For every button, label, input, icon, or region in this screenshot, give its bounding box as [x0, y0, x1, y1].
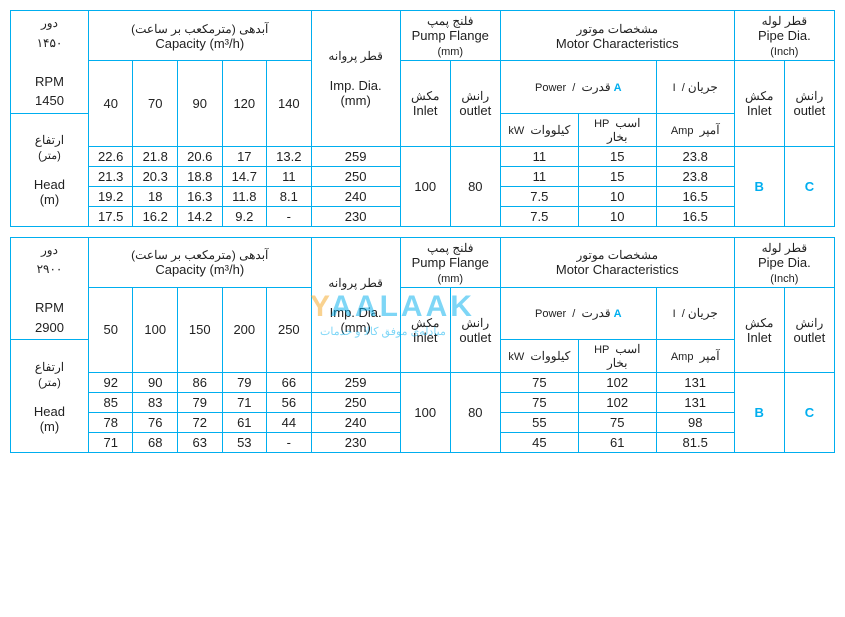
head-header: ارتفاع (متر) Head (m)	[11, 113, 89, 226]
pipe-inlet-header: مکشInlet	[734, 287, 784, 373]
rpm-header: دور ۱۴۵۰ RPM 1450	[11, 11, 89, 114]
flange-header: فلنج پمپ Pump Flange (mm)	[400, 11, 500, 61]
head-header: ارتفاع (متر) Head (m)	[11, 340, 89, 453]
capacity-header: آبدهی (مترمکعب بر ساعت) Capacity (m³/h)	[88, 11, 311, 61]
pump-table-2900: دور ۲۹۰۰ RPM 2900 آبدهی (مترمکعب بر ساعت…	[10, 237, 835, 454]
table-row: 9290867966 259 10080 75102131 BC	[11, 373, 835, 393]
motor-header: مشخصات موتور Motor Characteristics	[500, 237, 734, 287]
cap-col: 90	[178, 61, 223, 147]
pump-table-1450: دور ۱۴۵۰ RPM 1450 آبدهی (مترمکعب بر ساعت…	[10, 10, 835, 227]
kw-header: kW کیلووات	[500, 340, 578, 373]
rpm-header: دور ۲۹۰۰ RPM 2900	[11, 237, 89, 340]
cap-col: 140	[267, 61, 312, 147]
pipe-header: قطر لوله Pipe Dia. (Inch)	[734, 237, 834, 287]
amp-header: Amp آمپر	[656, 340, 734, 373]
cap-col: 200	[222, 287, 267, 373]
inlet-header: مکشInlet	[400, 61, 450, 147]
hp-header: HP اسب بخار	[578, 340, 656, 373]
amp-header: Amp آمپر	[656, 113, 734, 146]
impeller-header: قطر پروانه Imp. Dia. (mm)	[311, 11, 400, 147]
cap-col: 250	[267, 287, 312, 373]
table-row: 22.621.820.61713.2 259 10080 111523.8 BC	[11, 146, 835, 166]
flange-header: فلنج پمپ Pump Flange (mm)	[400, 237, 500, 287]
pipe-outlet-header: رانشoutlet	[784, 61, 834, 147]
outlet-header: رانشoutlet	[450, 61, 500, 147]
power-header: Power / قدرت A	[500, 287, 656, 340]
cap-col: 100	[133, 287, 178, 373]
cap-col: 70	[133, 61, 178, 147]
power-header: Power / قدرت A	[500, 61, 656, 114]
inlet-header: مکشInlet	[400, 287, 450, 373]
current-header: I / جریان	[656, 61, 734, 114]
cap-col: 120	[222, 61, 267, 147]
impeller-header: قطر پروانه Imp. Dia. (mm)	[311, 237, 400, 373]
pipe-outlet-header: رانشoutlet	[784, 287, 834, 373]
hp-header: HP اسب بخار	[578, 113, 656, 146]
pipe-header: قطر لوله Pipe Dia. (Inch)	[734, 11, 834, 61]
pipe-inlet-header: مکشInlet	[734, 61, 784, 147]
kw-header: kW کیلووات	[500, 113, 578, 146]
cap-col: 150	[178, 287, 223, 373]
motor-header: مشخصات موتور Motor Characteristics	[500, 11, 734, 61]
capacity-header: آبدهی (مترمکعب بر ساعت) Capacity (m³/h)	[88, 237, 311, 287]
cap-col: 40	[88, 61, 133, 147]
outlet-header: رانشoutlet	[450, 287, 500, 373]
cap-col: 50	[88, 287, 133, 373]
current-header: I / جریان	[656, 287, 734, 340]
